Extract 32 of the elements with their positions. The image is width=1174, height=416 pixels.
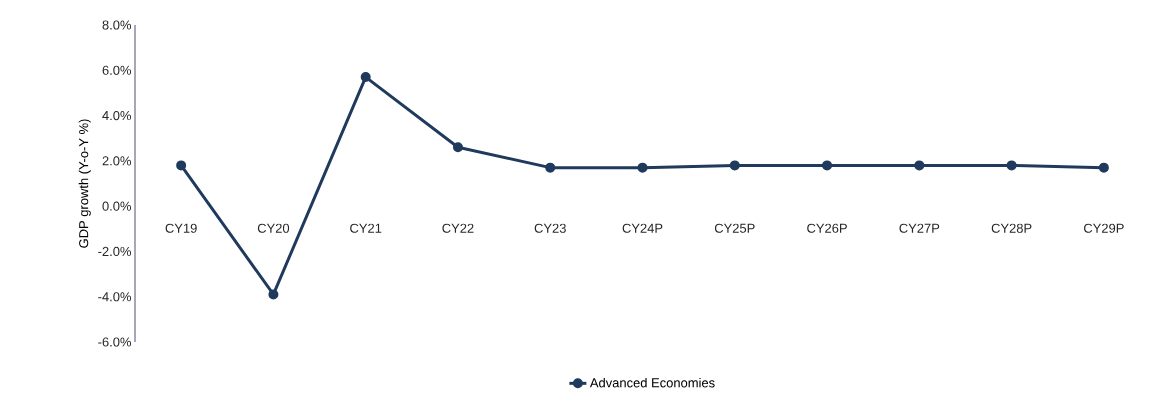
x-tick-label: CY24P <box>622 223 663 233</box>
point <box>452 142 463 153</box>
point <box>360 72 371 83</box>
x-tick-label: CY28P <box>991 223 1032 233</box>
point <box>545 162 556 173</box>
legend-label: Advanced Economies <box>589 377 715 388</box>
point <box>822 160 833 171</box>
point <box>268 289 279 300</box>
x-tick-label: CY22 <box>442 223 474 233</box>
y-tick-label: -6.0% <box>98 337 132 347</box>
point <box>1098 162 1109 173</box>
point <box>176 160 187 171</box>
point <box>729 160 740 171</box>
x-tick-label: CY19 <box>165 223 197 233</box>
y-tick-label: 6.0% <box>102 65 132 75</box>
x-tick-label: CY27P <box>899 223 940 233</box>
x-tick-label: CY21 <box>350 223 382 233</box>
y-tick-label: 0.0% <box>102 201 132 211</box>
y-tick-label: -4.0% <box>98 292 132 302</box>
x-tick-label: CY20 <box>257 223 290 233</box>
y-tick-label: 8.0% <box>102 20 132 30</box>
y-axis-title: GDP growth (Y-o-Y %) <box>78 119 91 248</box>
x-tick-label: CY26P <box>807 223 847 233</box>
point <box>1006 160 1017 171</box>
y-tick-label: -2.0% <box>98 246 132 257</box>
point <box>914 160 925 171</box>
y-tick-label: 2.0% <box>102 156 132 166</box>
point <box>637 162 648 173</box>
x-tick-label: CY25P <box>714 223 755 233</box>
x-tick-label: CY23 <box>534 223 566 233</box>
x-tick-label: CY29P <box>1084 223 1124 233</box>
y-tick-label: 4.0% <box>102 110 132 121</box>
